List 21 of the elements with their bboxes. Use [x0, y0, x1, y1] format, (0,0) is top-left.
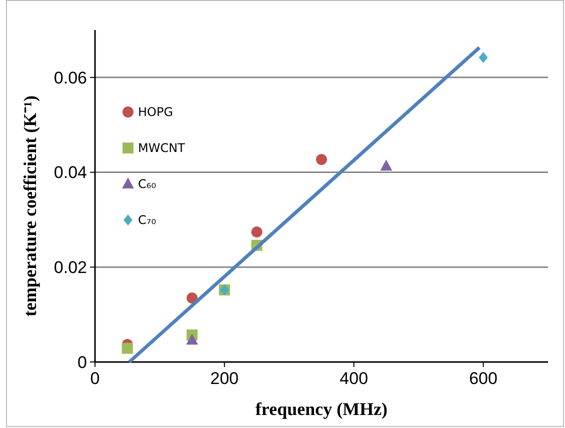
point — [478, 52, 488, 64]
legend-label: C₇₀ — [138, 213, 156, 228]
x-tick-label: 200 — [210, 369, 239, 388]
x-tick-label: 600 — [469, 369, 498, 388]
point — [380, 160, 392, 171]
y-tick-label: 0.04 — [54, 163, 87, 182]
point — [316, 154, 327, 165]
point — [186, 334, 198, 345]
legend-label: MWCNT — [138, 141, 186, 156]
legend-label: HOPG — [138, 105, 174, 120]
y-tick-label: 0.06 — [54, 68, 87, 88]
point — [186, 292, 198, 304]
point — [251, 226, 262, 238]
y-axis-title: temperature coefficient (K⁻¹) — [20, 96, 40, 316]
x-tick-label: 0 — [90, 369, 100, 388]
x-axis-title: frequency (MHz) — [255, 399, 388, 419]
y-tick-label: 0.02 — [54, 258, 87, 278]
legend-label: C₆₀ — [138, 177, 156, 192]
y-tick-label: 0 — [78, 352, 87, 372]
x-tick-label: 400 — [340, 369, 368, 388]
point — [122, 342, 133, 354]
